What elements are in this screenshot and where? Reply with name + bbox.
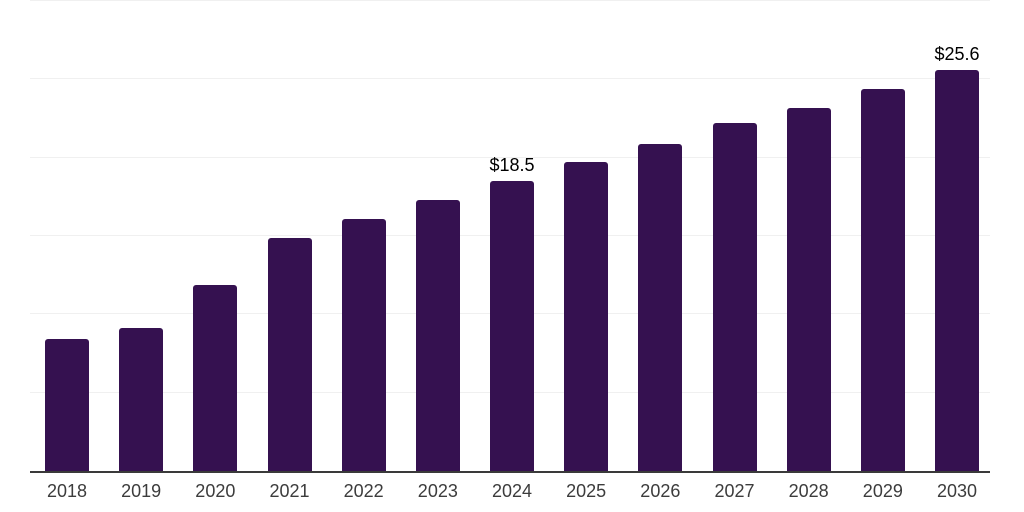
x-tick-label-2027: 2027 xyxy=(714,481,755,501)
bar-2023 xyxy=(415,199,460,471)
gridline xyxy=(30,156,990,158)
bar-2024 xyxy=(490,181,534,471)
bar-2028 xyxy=(786,107,831,471)
bar-2030 xyxy=(935,69,979,471)
x-tick-label-2024: 2024 xyxy=(491,481,533,501)
bar-2029 xyxy=(860,88,905,471)
x-tick-label-2020: 2020 xyxy=(195,481,236,501)
bar-2019 xyxy=(119,328,164,471)
bar-2020 xyxy=(193,284,238,471)
plot-area: $18.5 $25.6 xyxy=(30,0,990,473)
bar-2027 xyxy=(712,123,757,471)
x-tick-label-2023: 2023 xyxy=(417,481,458,501)
gridline xyxy=(30,0,990,1)
bar-2026 xyxy=(638,143,683,471)
x-tick-label-2028: 2028 xyxy=(788,481,829,501)
gridline xyxy=(30,78,990,80)
x-tick-label-2022: 2022 xyxy=(343,481,384,501)
bar-value-label-2024: $18.5 xyxy=(489,155,535,176)
x-tick-label-2019: 2019 xyxy=(121,481,162,501)
x-tick-label-2029: 2029 xyxy=(862,481,903,501)
bar-2021 xyxy=(267,237,312,471)
x-tick-label-2025: 2025 xyxy=(566,481,607,501)
bar-value-label-2030: $25.6 xyxy=(934,43,980,64)
x-tick-label-2026: 2026 xyxy=(640,481,681,501)
x-tick-label-2030: 2030 xyxy=(936,481,978,501)
bar-2025 xyxy=(564,162,609,471)
x-tick-label-2018: 2018 xyxy=(46,481,88,501)
x-tick-label-2021: 2021 xyxy=(269,481,310,501)
bar-2022 xyxy=(341,218,386,471)
x-axis-line xyxy=(30,471,990,473)
bar-2018 xyxy=(45,339,89,471)
